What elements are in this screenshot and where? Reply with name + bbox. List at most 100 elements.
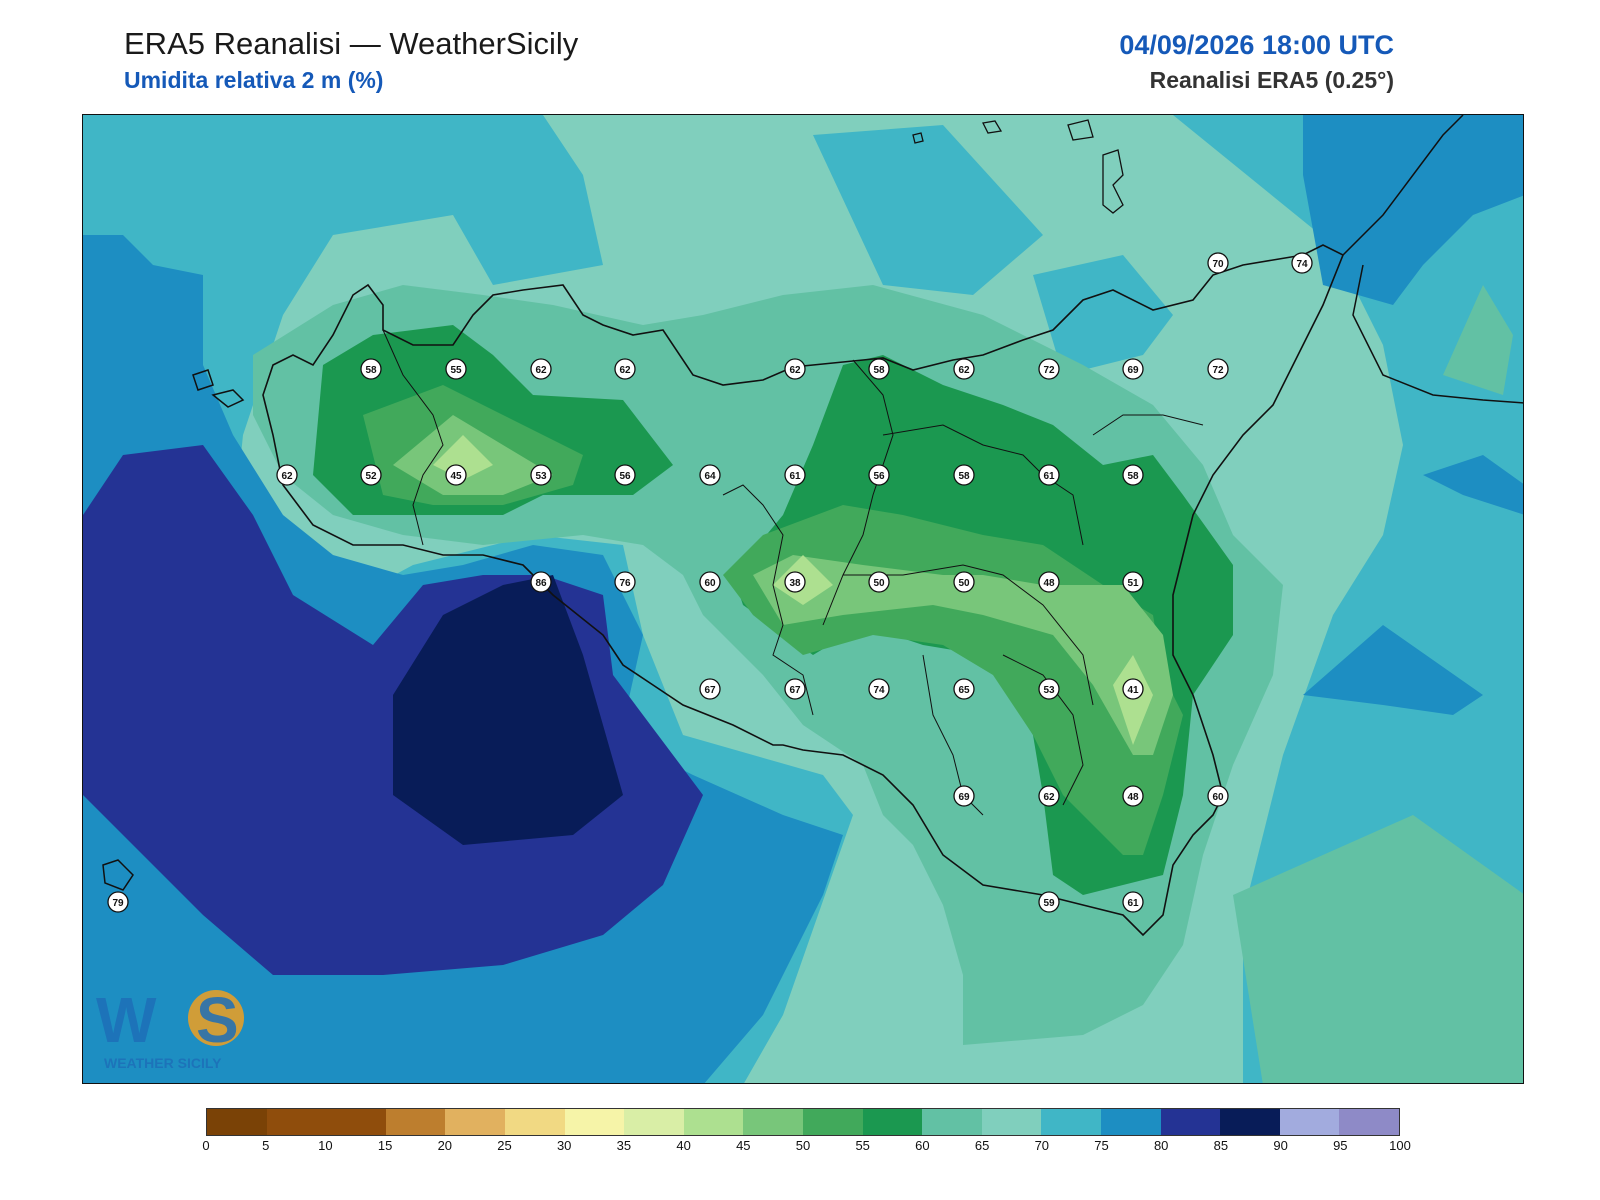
colorbar-segment xyxy=(385,1109,446,1135)
colorbar-segment xyxy=(266,1109,327,1135)
station-circle xyxy=(784,358,806,380)
station-value: 72 xyxy=(1212,365,1224,376)
station-circle xyxy=(868,571,890,593)
station-value: 62 xyxy=(281,471,293,482)
colorbar-tick-label: 20 xyxy=(437,1138,453,1153)
province-border-sr-rg xyxy=(1002,654,1084,806)
station-marker: 58 xyxy=(953,464,975,486)
island-alicudi xyxy=(912,132,924,144)
colorbar-tick-label: 50 xyxy=(795,1138,811,1153)
station-marker: 79 xyxy=(107,891,129,913)
island-lipari-vulcano xyxy=(1102,149,1124,214)
logo-text: WEATHER SICILY xyxy=(104,1055,222,1071)
station-value: 62 xyxy=(789,365,801,376)
station-circle xyxy=(953,785,975,807)
station-marker: 61 xyxy=(1122,891,1144,913)
station-circle xyxy=(953,571,975,593)
station-value: 67 xyxy=(704,685,716,696)
logo-mark: W S WEATHER SICILY xyxy=(96,984,244,1071)
colorbar-segment xyxy=(981,1109,1042,1135)
station-marker: 50 xyxy=(953,571,975,593)
station-circle xyxy=(614,358,636,380)
field-40-east xyxy=(1113,655,1153,745)
field-75-north xyxy=(813,125,1043,295)
colorbar-segment xyxy=(207,1109,267,1135)
calabria-coast-south xyxy=(1352,264,1523,404)
station-circle xyxy=(868,678,890,700)
station-circle xyxy=(445,464,467,486)
data-source: Reanalisi ERA5 (0.25°) xyxy=(1149,67,1394,93)
station-circle xyxy=(1207,252,1229,274)
colorbar-tick-label: 40 xyxy=(676,1138,691,1153)
station-marker: 65 xyxy=(953,678,975,700)
station-circle xyxy=(445,358,467,380)
colorbar-tick-label: 70 xyxy=(1034,1138,1050,1153)
colorbar-tick-label: 0 xyxy=(202,1138,210,1153)
station-marker: 55 xyxy=(445,358,467,380)
colorbar-tick-label: 30 xyxy=(556,1138,572,1153)
station-circle xyxy=(784,678,806,700)
station-marker: 74 xyxy=(868,678,890,700)
calabria-coast xyxy=(1342,115,1464,256)
station-value: 41 xyxy=(1127,685,1139,696)
station-marker: 69 xyxy=(953,785,975,807)
station-value: 58 xyxy=(958,471,970,482)
field-65-se xyxy=(1233,815,1523,1083)
colorbar-tick-label: 35 xyxy=(616,1138,632,1153)
station-marker: 60 xyxy=(699,571,721,593)
colorbar-tick-label: 10 xyxy=(318,1138,333,1153)
station-marker: 38 xyxy=(784,571,806,593)
colorbar-tick-label: 85 xyxy=(1213,1138,1229,1153)
station-marker: 61 xyxy=(784,464,806,486)
province-border-en-ct xyxy=(843,564,1094,706)
station-value: 56 xyxy=(619,471,631,482)
island-favignana xyxy=(211,389,245,408)
colorbar-segment xyxy=(504,1109,565,1135)
station-circle xyxy=(530,571,552,593)
station-value: 58 xyxy=(365,365,377,376)
station-circle xyxy=(276,464,298,486)
station-value: 62 xyxy=(1043,792,1055,803)
station-value: 74 xyxy=(1296,259,1308,270)
station-value: 53 xyxy=(1043,685,1055,696)
station-value: 50 xyxy=(958,578,970,589)
colorbar-segment xyxy=(683,1109,744,1135)
station-marker: 48 xyxy=(1038,571,1060,593)
station-value: 51 xyxy=(1127,578,1139,589)
station-value: 64 xyxy=(704,471,716,482)
colorbar-segment xyxy=(1220,1109,1280,1135)
station-circle xyxy=(953,358,975,380)
svg-text:W: W xyxy=(96,984,157,1056)
station-value: 58 xyxy=(873,365,885,376)
colorbar-tick-label: 25 xyxy=(497,1138,512,1153)
station-value: 62 xyxy=(619,365,631,376)
station-value: 58 xyxy=(1127,471,1139,482)
station-marker: 70 xyxy=(1207,252,1229,274)
station-marker: 62 xyxy=(614,358,636,380)
station-circle xyxy=(614,464,636,486)
station-value: 69 xyxy=(1127,365,1139,376)
colorbar-ticks: 0 5 10 15 20 25 30 35 40 45 50 55 60 65 70 75 80 85 90 95 10… xyxy=(202,1138,1410,1158)
humidity-field: 58 55 62 62 62 58 62 72 69 72 70 74 62 52 45 53 56 64 61 56… xyxy=(83,115,1523,1083)
province-border-tp-pa xyxy=(382,329,444,546)
station-circle xyxy=(953,678,975,700)
station-marker: 45 xyxy=(445,464,467,486)
station-value: 53 xyxy=(535,471,547,482)
station-circle xyxy=(360,464,382,486)
field-75-ne xyxy=(1033,255,1173,375)
station-marker: 62 xyxy=(784,358,806,380)
field-90 xyxy=(393,575,623,845)
station-circle xyxy=(530,464,552,486)
colorbar-tick-label: 45 xyxy=(736,1138,751,1153)
svg-text:S: S xyxy=(196,984,239,1056)
station-circle xyxy=(784,571,806,593)
colorbar-segment xyxy=(1041,1109,1101,1135)
station-value: 59 xyxy=(1043,898,1055,909)
station-marker: 58 xyxy=(1122,464,1144,486)
station-marker: 62 xyxy=(276,464,298,486)
colorbar-segment xyxy=(326,1109,386,1135)
station-value: 70 xyxy=(1212,259,1224,270)
station-marker: 51 xyxy=(1122,571,1144,593)
station-value: 74 xyxy=(873,685,885,696)
station-value: 61 xyxy=(1127,898,1139,909)
